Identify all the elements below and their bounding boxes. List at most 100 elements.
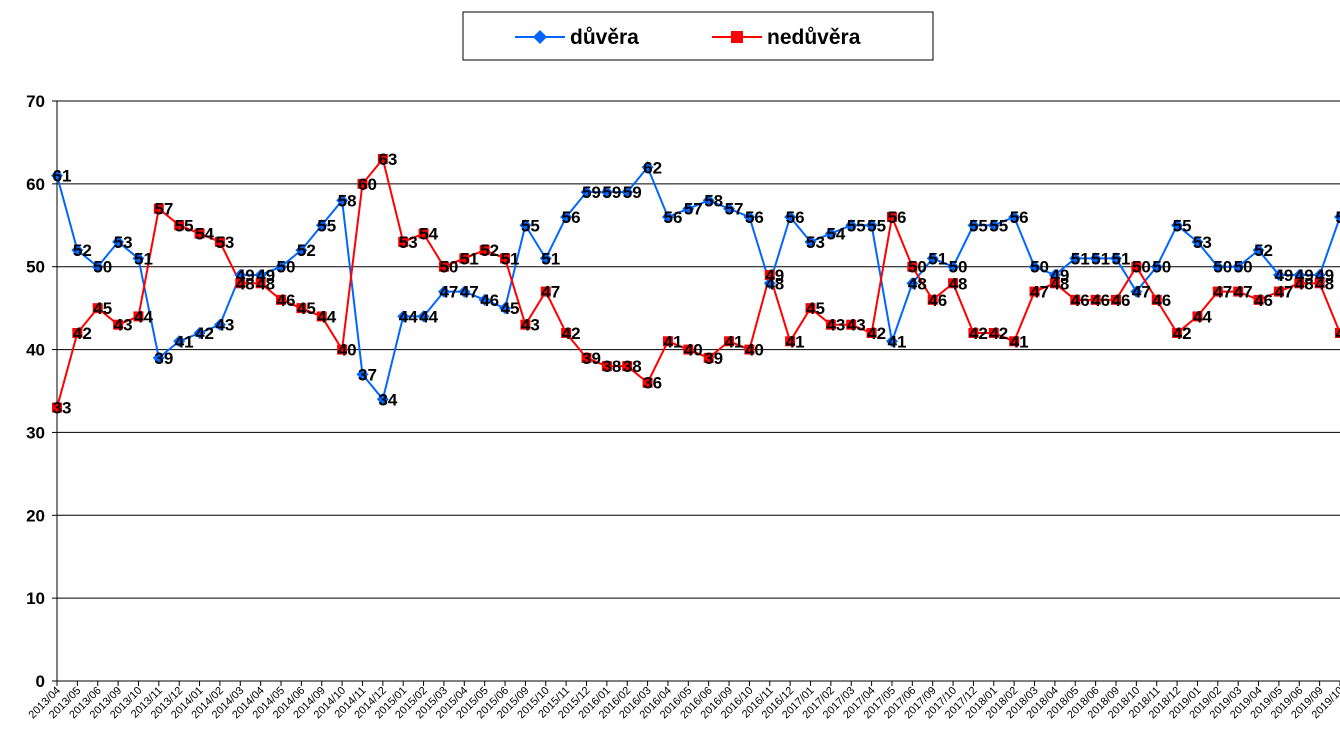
marker <box>194 228 205 239</box>
marker <box>91 260 104 273</box>
marker <box>927 294 938 305</box>
marker <box>71 244 84 257</box>
y-tick-label: 70 <box>26 92 45 111</box>
data-label: 54 <box>419 225 438 244</box>
data-label: 40 <box>684 341 703 360</box>
marker <box>581 352 592 363</box>
marker <box>1192 311 1203 322</box>
y-tick-label: 30 <box>26 423 45 442</box>
data-label: 55 <box>969 216 988 235</box>
marker <box>153 203 164 214</box>
data-label: 49 <box>1315 266 1334 285</box>
data-label: 50 <box>949 258 968 277</box>
data-label: 55 <box>175 216 194 235</box>
data-label: 56 <box>1336 208 1340 227</box>
data-label: 43 <box>826 316 845 335</box>
data-label: 50 <box>277 258 296 277</box>
marker <box>316 311 327 322</box>
data-label: 50 <box>1234 258 1253 277</box>
data-label: 54 <box>826 225 845 244</box>
marker <box>1272 269 1285 281</box>
marker <box>1089 252 1102 265</box>
data-label: 56 <box>663 208 682 227</box>
data-label: 51 <box>501 249 520 268</box>
data-label: 44 <box>1193 307 1212 326</box>
marker <box>1150 260 1163 273</box>
series-line <box>56 156 1340 408</box>
data-label: 49 <box>1050 266 1069 285</box>
marker <box>1294 278 1305 289</box>
data-label: 56 <box>562 208 581 227</box>
marker <box>846 319 857 330</box>
marker <box>275 260 288 273</box>
marker <box>499 302 512 315</box>
data-label: 42 <box>73 324 92 343</box>
data-label: 39 <box>154 349 173 368</box>
data-label: 58 <box>704 191 723 210</box>
legend: důvěra nedůvěra <box>462 11 934 61</box>
data-label: 46 <box>480 291 499 310</box>
marker <box>174 220 185 231</box>
marker <box>1090 294 1101 305</box>
data-label: 42 <box>562 324 581 343</box>
marker <box>1151 294 1162 305</box>
data-label: 55 <box>317 216 336 235</box>
data-label: 48 <box>256 274 275 293</box>
y-tick-label: 10 <box>26 589 45 608</box>
marker <box>1233 286 1244 297</box>
marker <box>51 169 63 182</box>
data-label: 53 <box>399 233 418 252</box>
data-label: 56 <box>1010 208 1029 227</box>
marker <box>1334 211 1340 223</box>
marker <box>723 202 736 215</box>
marker <box>988 328 999 338</box>
data-label: 46 <box>1071 291 1090 310</box>
data-label: 51 <box>541 249 560 268</box>
data-label: 51 <box>1071 249 1090 268</box>
data-label: 42 <box>1336 324 1340 343</box>
marker <box>519 219 532 232</box>
data-label: 42 <box>195 324 214 343</box>
data-label: 59 <box>602 183 621 202</box>
marker <box>886 212 897 222</box>
y-tick-label: 50 <box>26 258 45 277</box>
data-label: 49 <box>256 266 275 285</box>
marker <box>967 219 980 232</box>
marker <box>580 186 593 199</box>
data-label: 43 <box>521 316 540 335</box>
data-label: 43 <box>114 316 133 335</box>
data-label: 57 <box>684 200 703 219</box>
marker <box>1009 336 1020 347</box>
data-label: 47 <box>1030 283 1049 302</box>
marker <box>764 270 775 280</box>
marker <box>825 319 836 330</box>
data-label: 49 <box>1295 266 1314 285</box>
marker <box>968 328 979 338</box>
data-label: 53 <box>215 233 234 252</box>
data-label: 61 <box>53 167 72 186</box>
marker <box>824 227 837 240</box>
data-label: 47 <box>1132 283 1151 302</box>
marker <box>540 286 551 297</box>
series-line <box>56 165 1340 402</box>
data-label: 38 <box>623 357 642 376</box>
data-label: 59 <box>582 183 601 202</box>
data-label: 41 <box>786 332 805 351</box>
marker <box>1293 269 1306 281</box>
marker <box>539 252 552 265</box>
marker <box>763 277 776 290</box>
marker <box>1171 219 1184 232</box>
marker <box>641 161 654 174</box>
y-tick-label: 40 <box>26 341 45 360</box>
marker <box>295 244 308 257</box>
marker <box>357 178 368 189</box>
data-label: 45 <box>93 299 112 318</box>
marker <box>376 393 389 406</box>
data-label: 52 <box>73 241 92 260</box>
marker <box>1273 286 1284 297</box>
data-label: 38 <box>602 357 621 376</box>
marker <box>600 186 613 199</box>
marker <box>254 269 267 281</box>
data-label: 54 <box>195 225 214 244</box>
data-label: 43 <box>215 316 234 335</box>
